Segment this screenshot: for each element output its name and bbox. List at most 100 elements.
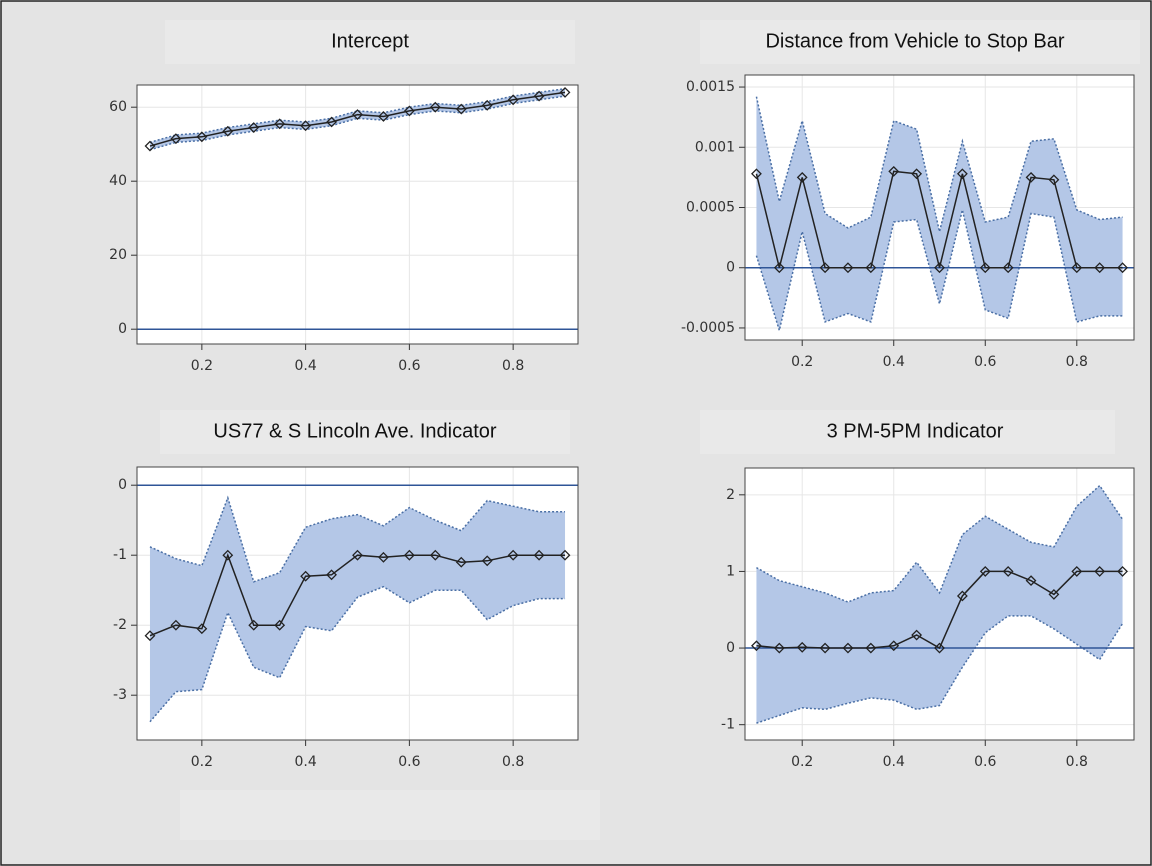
marker <box>1094 566 1106 577</box>
x-tick-label: 0.8 <box>1066 354 1088 370</box>
marker <box>274 118 286 130</box>
marker <box>956 168 968 180</box>
marker <box>1002 262 1014 274</box>
marker <box>819 262 831 274</box>
marker <box>865 642 877 654</box>
marker <box>773 642 785 654</box>
marker <box>144 630 156 642</box>
x-tick-label: 0.4 <box>294 358 316 374</box>
marker <box>533 90 545 102</box>
marker <box>533 549 545 561</box>
y-tick-label: 2 <box>726 487 735 503</box>
chart-title: US77 & S Lincoln Ave. Indicator <box>213 420 496 442</box>
marker <box>1025 171 1037 183</box>
chart-title: Distance from Vehicle to Stop Bar <box>765 30 1064 52</box>
marker <box>1094 262 1106 274</box>
y-tick-label: -1 <box>113 547 127 563</box>
confidence-band <box>149 88 566 150</box>
title-backdrop <box>160 410 570 454</box>
marker <box>911 629 923 641</box>
marker <box>170 133 182 145</box>
marker <box>1071 262 1083 274</box>
marker <box>888 165 900 177</box>
x-tick-label: 0.4 <box>883 754 905 770</box>
marker <box>248 619 260 631</box>
marker <box>403 105 415 117</box>
marker <box>559 549 571 561</box>
marker <box>796 641 808 653</box>
title-backdrop <box>700 410 1115 454</box>
marker <box>403 549 415 561</box>
marker <box>248 122 260 133</box>
marker <box>429 101 441 113</box>
marker <box>352 549 363 561</box>
chart-title: 3 PM-5PM Indicator <box>827 420 1004 442</box>
marker <box>1002 566 1014 577</box>
marker <box>819 642 831 654</box>
title-backdrop <box>700 20 1140 64</box>
x-tick-label: 0.2 <box>191 754 213 770</box>
plot-frame <box>744 74 1135 341</box>
x-tick-label: 0.6 <box>974 354 996 370</box>
y-tick-label: 0 <box>118 477 127 493</box>
x-tick-label: 0.4 <box>883 354 905 370</box>
x-tick-label: 0.6 <box>398 358 420 374</box>
marker <box>956 590 968 602</box>
marker <box>796 171 808 183</box>
y-tick-label: 0 <box>726 260 735 276</box>
marker <box>1071 566 1083 577</box>
estimate-line <box>756 570 1123 650</box>
confidence-band <box>756 485 1123 724</box>
marker <box>773 262 785 274</box>
y-tick-label: 0 <box>118 321 127 337</box>
marker <box>196 131 208 143</box>
y-tick-label: 0.0015 <box>686 79 735 95</box>
marker <box>507 94 519 106</box>
confidence-band <box>149 497 566 722</box>
marker <box>842 642 854 654</box>
marker <box>326 116 337 128</box>
marker <box>481 555 493 567</box>
plot-area <box>137 85 578 344</box>
x-tick-label: 0.2 <box>791 354 813 370</box>
y-tick-label: 1 <box>726 563 735 579</box>
y-tick-label: 0.0005 <box>686 200 735 216</box>
title-backdrop <box>165 20 575 64</box>
y-tick-label: 20 <box>109 247 127 263</box>
marker <box>865 262 877 274</box>
marker <box>751 640 762 652</box>
band-edge <box>756 615 1124 724</box>
x-tick-label: 0.4 <box>294 754 316 770</box>
y-tick-label: 40 <box>109 173 127 189</box>
band-edge <box>755 209 1123 334</box>
plot-frame <box>744 467 1135 741</box>
marker <box>888 640 900 652</box>
x-tick-label: 0.2 <box>791 754 813 770</box>
marker <box>979 262 991 274</box>
marker <box>507 549 519 561</box>
marker <box>455 556 467 568</box>
estimate-line <box>149 552 566 637</box>
marker <box>352 109 363 121</box>
marker <box>378 551 389 563</box>
marker <box>274 619 286 631</box>
estimate-line <box>755 170 1123 269</box>
marker <box>429 549 441 561</box>
marker <box>1048 174 1060 186</box>
x-tick-label: 0.2 <box>191 358 213 374</box>
band-edge <box>149 585 566 723</box>
x-tick-label: 0.8 <box>1066 754 1088 770</box>
plot-frame <box>136 84 579 345</box>
chart-title: Intercept <box>331 30 409 52</box>
band-edge <box>756 484 1124 603</box>
y-tick-label: -1 <box>721 717 735 733</box>
marker <box>1025 575 1037 587</box>
marker <box>300 570 312 582</box>
y-tick-label: -0.0005 <box>681 320 735 336</box>
marker <box>378 111 389 122</box>
marker <box>934 262 945 274</box>
marker <box>911 168 923 180</box>
x-tick-label: 0.8 <box>502 358 524 374</box>
marker <box>842 262 854 274</box>
